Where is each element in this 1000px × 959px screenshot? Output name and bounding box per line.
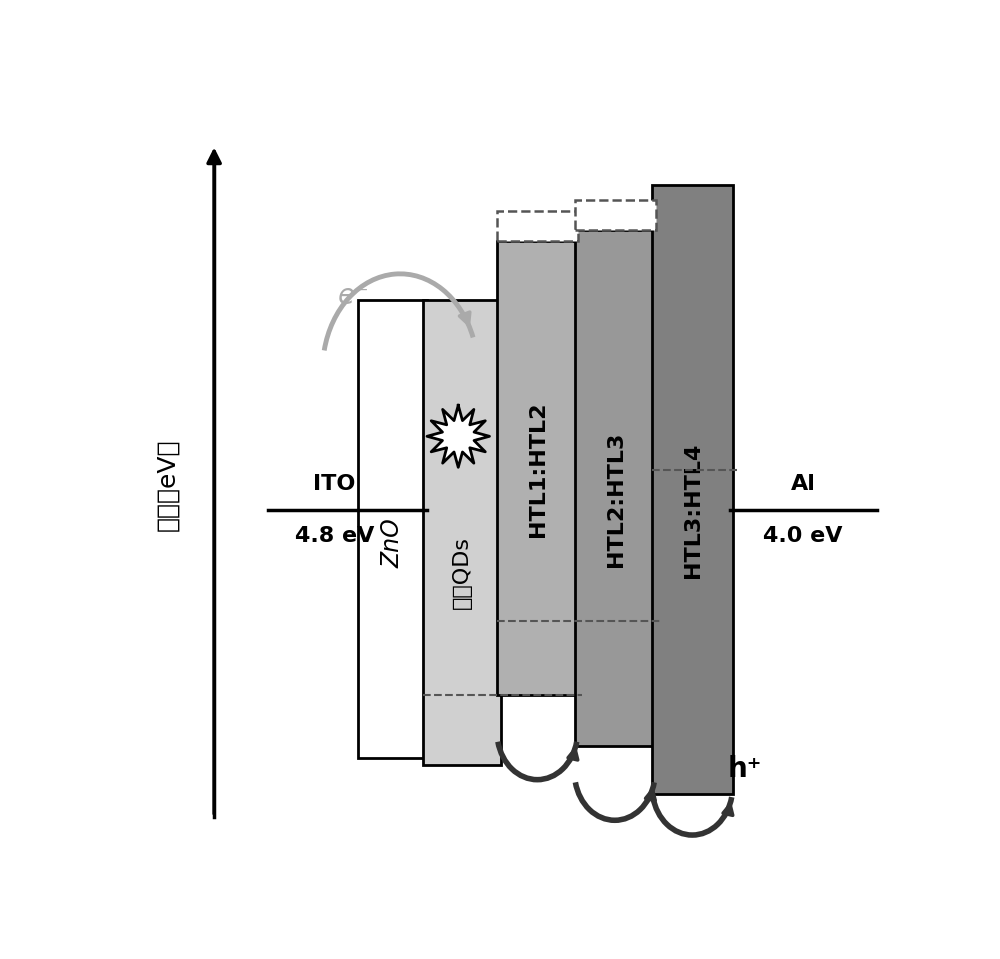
Text: 4.8 eV: 4.8 eV (295, 526, 374, 547)
Bar (497, 241, 578, 694)
Text: 能级（eV）: 能级（eV） (156, 438, 180, 530)
Bar (652, 185, 733, 794)
Polygon shape (427, 406, 489, 467)
Bar (497, 211, 578, 241)
Text: HTL3:HTL4: HTL3:HTL4 (683, 442, 703, 578)
Text: h⁺: h⁺ (728, 755, 762, 783)
Bar (358, 299, 427, 758)
Text: HTL1:HTL2: HTL1:HTL2 (528, 402, 548, 537)
Text: e⁻: e⁻ (338, 282, 370, 310)
Bar (423, 299, 501, 765)
Bar (574, 229, 656, 746)
Text: HTL2:HTL3: HTL2:HTL3 (606, 432, 626, 567)
Text: Al: Al (791, 474, 816, 494)
Text: ITO: ITO (313, 474, 355, 494)
Bar (574, 200, 656, 229)
Text: ZnO: ZnO (380, 519, 404, 569)
Text: 绻光QDs: 绻光QDs (452, 536, 472, 609)
Text: 4.0 eV: 4.0 eV (763, 526, 843, 547)
